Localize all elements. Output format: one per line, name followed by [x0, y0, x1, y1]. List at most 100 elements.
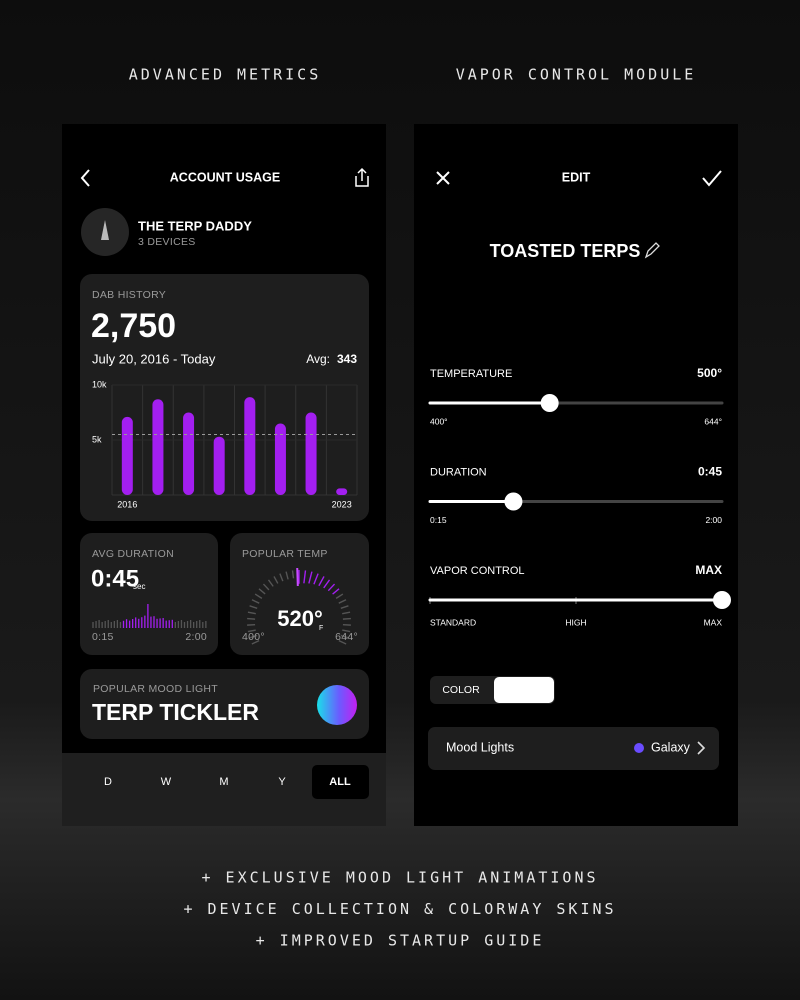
bar	[274, 423, 286, 495]
duration-spark	[92, 604, 207, 628]
gauge-tick	[285, 571, 289, 580]
bar	[305, 412, 317, 495]
chevron	[697, 741, 706, 755]
range-min: 0:15	[92, 631, 114, 643]
step-label: STANDARD	[430, 617, 476, 627]
bar	[121, 416, 133, 495]
color-dot	[634, 743, 644, 753]
gauge-tick	[247, 611, 256, 615]
bar	[244, 397, 256, 495]
gauge-tick	[262, 583, 270, 591]
gauge-tick	[342, 629, 351, 633]
gauge-tick	[249, 605, 258, 609]
history-card	[80, 274, 369, 521]
slider-label: VAPOR CONTROL	[430, 565, 525, 577]
history-chart: 5k 10k 2016 2023	[92, 379, 358, 509]
gauge-tick	[323, 579, 331, 589]
feature: + DEVICE COLLECTION & COLORWAY SKINS	[183, 900, 616, 918]
back-button[interactable]	[80, 169, 90, 187]
feature: + EXCLUSIVE MOOD LIGHT ANIMATIONS	[201, 869, 598, 887]
avg-label: Avg:	[306, 352, 330, 366]
gauge-tick	[267, 579, 274, 587]
heading: VAPOR CONTROL MODULE	[456, 66, 697, 84]
bar	[213, 436, 225, 495]
bar	[152, 399, 164, 495]
slider-value: 0:45	[698, 465, 722, 479]
y-tick-label: 5k	[92, 434, 102, 444]
gauge-tick	[291, 570, 295, 579]
tab[interactable]: ALL	[329, 776, 351, 788]
slider-knob[interactable]	[713, 591, 731, 609]
slider-min: 400°	[430, 416, 448, 426]
gauge-tick	[303, 570, 307, 584]
gauge-tick	[338, 639, 347, 645]
temp-card	[230, 533, 369, 655]
gauge-tick	[247, 617, 256, 620]
temp-value: 520°	[277, 606, 323, 631]
gauge-tick	[340, 634, 349, 639]
gauge-tick	[332, 588, 340, 595]
sliders: TEMPERATURE 500° 400° 644° DURATION 0:45 0:15 2…	[428, 366, 731, 627]
slider-knob[interactable]	[504, 492, 523, 511]
gauge-tick	[335, 593, 344, 599]
tab[interactable]: W	[161, 776, 172, 788]
segment-selected	[494, 677, 554, 703]
slider-value: 500°	[697, 366, 722, 380]
gauge-tick	[254, 593, 263, 599]
gauge-tick	[308, 571, 313, 584]
date-range: July 20, 2016 - Today	[92, 351, 216, 366]
card-label: AVG DURATION	[92, 548, 174, 560]
user-name: THE TERP DADDY	[138, 218, 252, 233]
gauge-tick	[342, 617, 351, 620]
tab[interactable]: M	[219, 776, 228, 788]
slider-label: DURATION	[430, 466, 487, 478]
bar	[336, 488, 348, 495]
card-label: POPULAR TEMP	[242, 548, 328, 560]
row-value: Galaxy	[651, 740, 691, 754]
step-label: HIGH	[565, 617, 586, 627]
avg-value: 343	[337, 352, 357, 366]
mood-name: TERP TICKLER	[92, 699, 259, 725]
segment[interactable]: MOOD	[508, 684, 541, 696]
gauge-tick	[338, 599, 347, 604]
gauge-tick	[247, 629, 256, 633]
unit: sec	[133, 582, 145, 591]
temp-gauge	[247, 567, 351, 645]
slider-value: MAX	[695, 563, 722, 577]
device-icon	[101, 220, 109, 240]
range-max: 644°	[335, 631, 358, 643]
slider-knob[interactable]	[540, 394, 559, 412]
bar	[183, 412, 195, 495]
gauge-tick	[251, 599, 260, 604]
slider-min: 0:15	[430, 515, 447, 525]
avg-duration: 0:45	[91, 565, 139, 592]
gauge-tick	[273, 576, 279, 584]
slider-max: 2:00	[705, 515, 722, 525]
x-tick-label: 2016	[117, 499, 137, 509]
tab[interactable]: D	[104, 776, 112, 788]
usage-screen: ACCOUNT USAGE THE TERP DADDY 3 DEVICES D…	[62, 124, 386, 826]
tab-selected	[312, 765, 369, 799]
mood-card	[80, 669, 369, 739]
segment[interactable]: COLOR	[442, 684, 480, 696]
preset-name: TOASTED TERPS	[490, 241, 641, 261]
mood-row[interactable]	[428, 727, 719, 770]
save-button[interactable]	[702, 170, 722, 187]
range-min: 400°	[242, 631, 265, 643]
share-button[interactable]	[355, 167, 369, 187]
screen-title: EDIT	[562, 170, 591, 184]
features: + EXCLUSIVE MOOD LIGHT ANIMATIONS + DEVIC…	[183, 869, 616, 950]
tab[interactable]: Y	[278, 776, 286, 788]
y-tick-label: 10k	[92, 379, 107, 389]
card-label: DAB HISTORY	[92, 289, 166, 301]
gauge-tick	[249, 634, 258, 639]
rename-button[interactable]	[644, 242, 660, 259]
close-button[interactable]	[436, 171, 450, 185]
gauge-tick	[340, 605, 349, 609]
card-label: POPULAR MOOD LIGHT	[93, 683, 218, 695]
row-label: Mood Lights	[446, 740, 514, 754]
screen-title: ACCOUNT USAGE	[170, 170, 280, 184]
segments: COLOR MOOD	[442, 677, 554, 703]
slider-label: TEMPERATURE	[430, 368, 512, 380]
